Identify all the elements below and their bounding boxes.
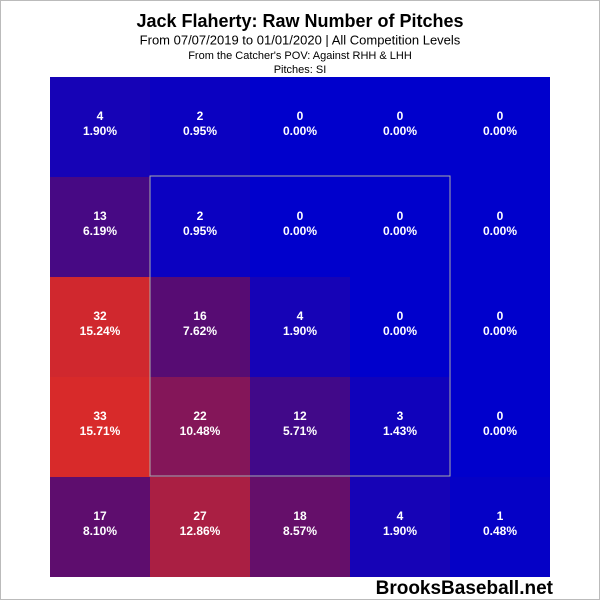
- cell-count: 0: [497, 409, 504, 423]
- cell-percent: 1.90%: [383, 524, 417, 538]
- cell-count: 4: [97, 109, 104, 123]
- cell-count: 18: [293, 509, 307, 523]
- cell-percent: 0.00%: [483, 224, 517, 238]
- cell-count: 0: [497, 209, 504, 223]
- heat-cell: [150, 77, 250, 177]
- cell-percent: 15.24%: [80, 324, 121, 338]
- heat-cell: [50, 277, 150, 377]
- cell-count: 0: [397, 109, 404, 123]
- heat-cell: [50, 477, 150, 577]
- cell-percent: 0.48%: [483, 524, 517, 538]
- cell-percent: 15.71%: [80, 424, 121, 438]
- cell-percent: 0.00%: [383, 224, 417, 238]
- cell-percent: 0.00%: [283, 124, 317, 138]
- cell-count: 27: [193, 509, 207, 523]
- cell-count: 0: [397, 209, 404, 223]
- chart-subtitle: From 07/07/2019 to 01/01/2020 | All Comp…: [140, 32, 461, 47]
- cell-percent: 1.43%: [383, 424, 417, 438]
- heat-cell: [350, 277, 450, 377]
- cell-percent: 1.90%: [283, 324, 317, 338]
- heat-cell: [350, 377, 450, 477]
- heat-cell: [250, 477, 350, 577]
- cell-count: 12: [293, 409, 307, 423]
- chart-title: Jack Flaherty: Raw Number of Pitches: [136, 11, 463, 31]
- heat-cell: [150, 277, 250, 377]
- cell-count: 1: [497, 509, 504, 523]
- cell-count: 17: [93, 509, 107, 523]
- heat-cell: [50, 77, 150, 177]
- cell-percent: 0.95%: [183, 224, 217, 238]
- heat-cell: [450, 377, 550, 477]
- heat-cell: [350, 77, 450, 177]
- heat-cell: [450, 177, 550, 277]
- cell-count: 0: [497, 309, 504, 323]
- heat-cell: [350, 177, 450, 277]
- cell-percent: 8.10%: [83, 524, 117, 538]
- cell-percent: 0.00%: [283, 224, 317, 238]
- cell-count: 2: [197, 209, 204, 223]
- cell-count: 32: [93, 309, 107, 323]
- cell-count: 4: [397, 509, 404, 523]
- cell-percent: 7.62%: [183, 324, 217, 338]
- cell-percent: 0.95%: [183, 124, 217, 138]
- cell-count: 0: [497, 109, 504, 123]
- heat-cell: [250, 177, 350, 277]
- heat-cell: [250, 77, 350, 177]
- heat-cell: [50, 177, 150, 277]
- cell-percent: 12.86%: [180, 524, 221, 538]
- cell-count: 0: [297, 209, 304, 223]
- cell-percent: 0.00%: [383, 124, 417, 138]
- pitch-note: Pitches: SI: [274, 64, 327, 76]
- cell-count: 0: [397, 309, 404, 323]
- pov-note: From the Catcher's POV: Against RHH & LH…: [188, 50, 412, 62]
- watermark: BrooksBaseball.net: [376, 578, 554, 599]
- cell-percent: 10.48%: [180, 424, 221, 438]
- heat-cell: [450, 477, 550, 577]
- cell-percent: 0.00%: [483, 124, 517, 138]
- heat-cell: [150, 477, 250, 577]
- cell-percent: 0.00%: [383, 324, 417, 338]
- cell-percent: 5.71%: [283, 424, 317, 438]
- heat-cell: [350, 477, 450, 577]
- heat-cell: [150, 377, 250, 477]
- cell-count: 0: [297, 109, 304, 123]
- cell-count: 16: [193, 309, 207, 323]
- cell-count: 13: [93, 209, 107, 223]
- cell-percent: 6.19%: [83, 224, 117, 238]
- cell-percent: 0.00%: [483, 324, 517, 338]
- heat-cell: [250, 277, 350, 377]
- cell-percent: 8.57%: [283, 524, 317, 538]
- cell-count: 33: [93, 409, 107, 423]
- heat-cell: [450, 77, 550, 177]
- cell-count: 2: [197, 109, 204, 123]
- strike-zone: [149, 175, 451, 477]
- heatmap: 41.90%20.95%00.00%00.00%00.00%136.19%20.…: [50, 77, 550, 577]
- heat-cell: [450, 277, 550, 377]
- cell-count: 22: [193, 409, 207, 423]
- heat-cell: [250, 377, 350, 477]
- heat-cell: [50, 377, 150, 477]
- cell-count: 3: [397, 409, 404, 423]
- cell-percent: 0.00%: [483, 424, 517, 438]
- cell-percent: 1.90%: [83, 124, 117, 138]
- heat-cell: [150, 177, 250, 277]
- cell-count: 4: [297, 309, 304, 323]
